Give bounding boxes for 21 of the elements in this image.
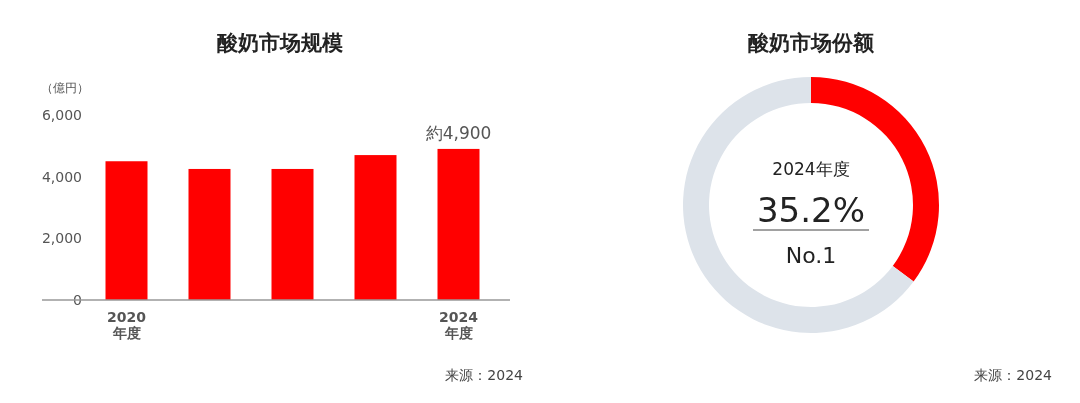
bar [271, 168, 314, 300]
y-tick-label: 6,000 [41, 107, 82, 123]
chart-title: 酸奶市场规模 [217, 31, 343, 55]
y-tick-label: 4,000 [41, 168, 82, 185]
x-tick-label: 2024 年度 [439, 309, 479, 341]
bar [105, 161, 148, 300]
source-note: 来源：2024 [974, 367, 1053, 383]
data-label: 約4,900 [425, 122, 492, 143]
text: 2024年度 [772, 159, 850, 179]
y-axis-title: （億円） [41, 81, 89, 95]
bar [354, 155, 397, 300]
bar [188, 168, 231, 300]
y-tick-label: 2,000 [41, 230, 82, 247]
donut-slice [683, 77, 914, 333]
text: 35.2% [756, 190, 866, 230]
text: No.1 [785, 242, 837, 268]
chart-title: 酸奶市场份额 [748, 31, 875, 55]
source-note: 来源：2024 [445, 367, 524, 383]
y-tick-label: 0 [73, 292, 82, 308]
x-tick-label: 2020 年度 [107, 309, 147, 341]
bar [437, 148, 480, 300]
